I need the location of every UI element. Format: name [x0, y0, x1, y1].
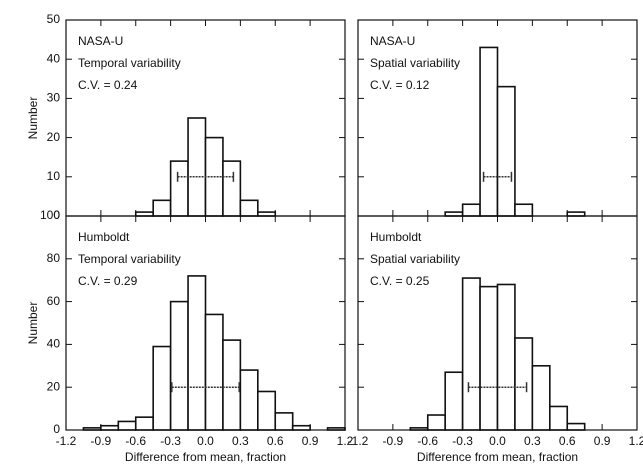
x-tick-label: -0.9 [91, 434, 112, 448]
bar [291, 424, 311, 431]
x-tick-label: 0.3 [524, 434, 541, 448]
y-tick-label: 10 [47, 169, 61, 183]
annotation: NASA-U [78, 34, 123, 48]
bar [274, 412, 294, 431]
y-tick-label: 40 [47, 51, 61, 65]
y-tick-label: 40 [47, 337, 61, 351]
bar [496, 85, 516, 217]
bar [461, 203, 481, 217]
annotation: C.V. = 0.29 [78, 274, 138, 288]
y-tick-label: 20 [47, 130, 61, 144]
bar [514, 337, 534, 431]
y-tick-label: 100 [40, 208, 60, 222]
y-tick-label: 50 [47, 12, 61, 26]
x-tick-label: 0.9 [302, 434, 319, 448]
bar [152, 199, 172, 217]
bar [239, 199, 259, 217]
bar [187, 275, 207, 431]
bar [222, 160, 242, 217]
bar [479, 285, 499, 431]
bar [169, 160, 189, 217]
bar [461, 277, 481, 431]
x-tick-label: -0.3 [452, 434, 473, 448]
annotation: Temporal variability [78, 252, 181, 266]
bar [514, 203, 534, 217]
x-tick-label: 0.9 [594, 434, 611, 448]
annotation: C.V. = 0.12 [370, 78, 430, 92]
annotation: Temporal variability [78, 56, 181, 70]
bar [531, 364, 551, 431]
y-tick-label: 0 [53, 208, 60, 222]
bar [100, 424, 120, 431]
x-tick-label: -0.3 [160, 434, 181, 448]
y-axis-label: Number [26, 97, 40, 140]
x-tick-label: 0.0 [489, 434, 506, 448]
y-tick-label: 60 [47, 294, 61, 308]
bar [444, 371, 464, 431]
annotation: C.V. = 0.24 [78, 78, 138, 92]
x-tick-label: 1.2 [629, 434, 643, 448]
x-tick-label: -1.2 [348, 434, 369, 448]
x-tick-label: 1.2 [337, 434, 354, 448]
y-tick-label: 0 [53, 422, 60, 436]
y-tick-label: 80 [47, 251, 61, 265]
x-tick-label: -0.9 [383, 434, 404, 448]
bar [549, 405, 569, 431]
bar [496, 283, 516, 431]
x-tick-label: -1.2 [56, 434, 77, 448]
annotation: Humboldt [370, 230, 422, 244]
x-tick-label: 0.0 [197, 434, 214, 448]
x-tick-label: 0.3 [232, 434, 249, 448]
annotation: Spatial variability [370, 56, 460, 70]
bar [134, 416, 154, 431]
y-tick-label: 30 [47, 91, 61, 105]
x-tick-label: 0.6 [267, 434, 284, 448]
bar [479, 46, 499, 217]
bar [566, 422, 586, 431]
bar [187, 117, 207, 217]
bar [169, 300, 189, 431]
x-axis-label: Difference from mean, fraction [417, 450, 578, 464]
annotation: NASA-U [370, 34, 415, 48]
annotation: Spatial variability [370, 252, 460, 266]
x-tick-label: 0.6 [559, 434, 576, 448]
bar [204, 313, 224, 431]
bar [239, 369, 259, 431]
x-tick-label: -0.6 [125, 434, 146, 448]
bar [222, 339, 242, 431]
bar [426, 414, 446, 431]
bar [117, 420, 137, 431]
y-tick-label: 20 [47, 379, 61, 393]
bar [257, 390, 277, 431]
annotation: Humboldt [78, 230, 130, 244]
x-axis-label: Difference from mean, fraction [125, 450, 286, 464]
bar [152, 345, 172, 431]
annotation: C.V. = 0.25 [370, 274, 430, 288]
x-tick-label: -0.6 [417, 434, 438, 448]
y-axis-label: Number [26, 302, 40, 345]
